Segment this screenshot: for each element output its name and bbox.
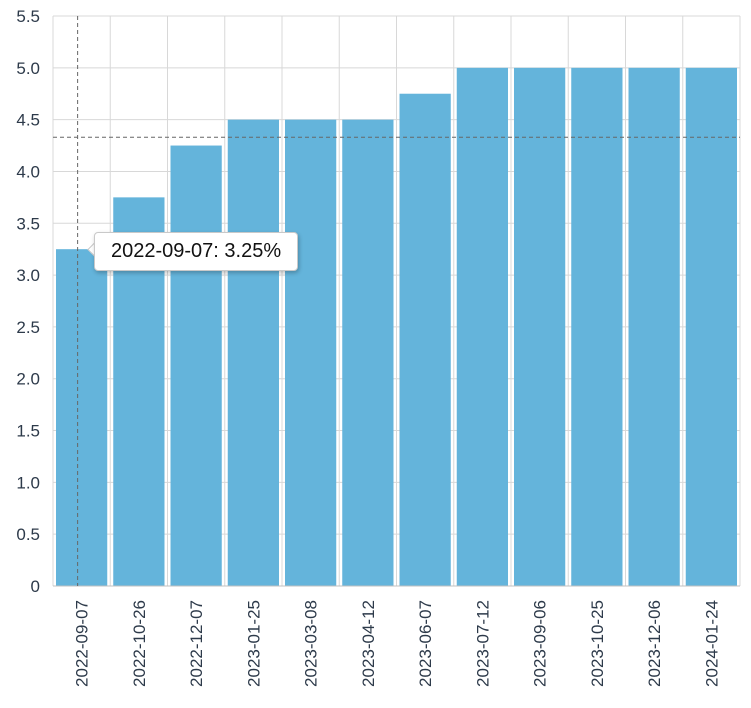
y-tick-label: 1.0 xyxy=(16,473,40,492)
x-tick-label: 2023-04-12 xyxy=(359,600,378,687)
tooltip: 2022-09-07: 3.25% xyxy=(94,232,299,271)
y-tick-label: 4.5 xyxy=(16,111,40,130)
x-tick-label: 2024-01-24 xyxy=(702,600,721,687)
x-tick-label: 2023-09-06 xyxy=(531,600,550,687)
bars-layer xyxy=(56,67,737,587)
bar[interactable] xyxy=(456,67,508,587)
bar[interactable] xyxy=(56,249,108,586)
bar[interactable] xyxy=(227,119,279,587)
y-tick-label: 0 xyxy=(31,577,40,596)
y-tick-label: 4.0 xyxy=(16,162,40,181)
y-tick-label: 5.5 xyxy=(16,7,40,26)
x-tick-label: 2022-10-26 xyxy=(130,600,149,687)
bar[interactable] xyxy=(571,67,623,587)
bar[interactable] xyxy=(342,119,394,587)
x-tick-label: 2023-06-07 xyxy=(416,600,435,687)
y-tick-label: 2.5 xyxy=(16,318,40,337)
x-tick-label: 2022-09-07 xyxy=(73,600,92,687)
y-tick-label: 0.5 xyxy=(16,525,40,544)
grid-layer xyxy=(52,15,741,587)
bar[interactable] xyxy=(685,67,737,587)
bar[interactable] xyxy=(399,93,451,587)
bar[interactable] xyxy=(628,67,680,587)
y-tick-label: 1.5 xyxy=(16,422,40,441)
crosshair-layer xyxy=(53,16,740,586)
x-tick-label: 2022-12-07 xyxy=(187,600,206,687)
x-tick-label: 2023-03-08 xyxy=(302,600,321,687)
bar[interactable] xyxy=(514,67,566,587)
y-tick-label: 3.0 xyxy=(16,266,40,285)
axis-layer: 0 0.5 1.0 1.5 2.0 2.5 3.0 3.5 4.0 4.5 5.0 5.5 2022-0… xyxy=(16,7,740,687)
x-tick-label: 2023-07-12 xyxy=(473,600,492,687)
x-tick-label: 2023-01-25 xyxy=(244,600,263,687)
x-tick-label: 2023-12-06 xyxy=(645,600,664,687)
x-tick-label: 2023-10-25 xyxy=(588,600,607,687)
y-tick-label: 2.0 xyxy=(16,370,40,389)
y-tick-label: 3.5 xyxy=(16,214,40,233)
bar[interactable] xyxy=(170,145,222,586)
y-tick-label: 5.0 xyxy=(16,59,40,78)
bar[interactable] xyxy=(285,119,337,587)
